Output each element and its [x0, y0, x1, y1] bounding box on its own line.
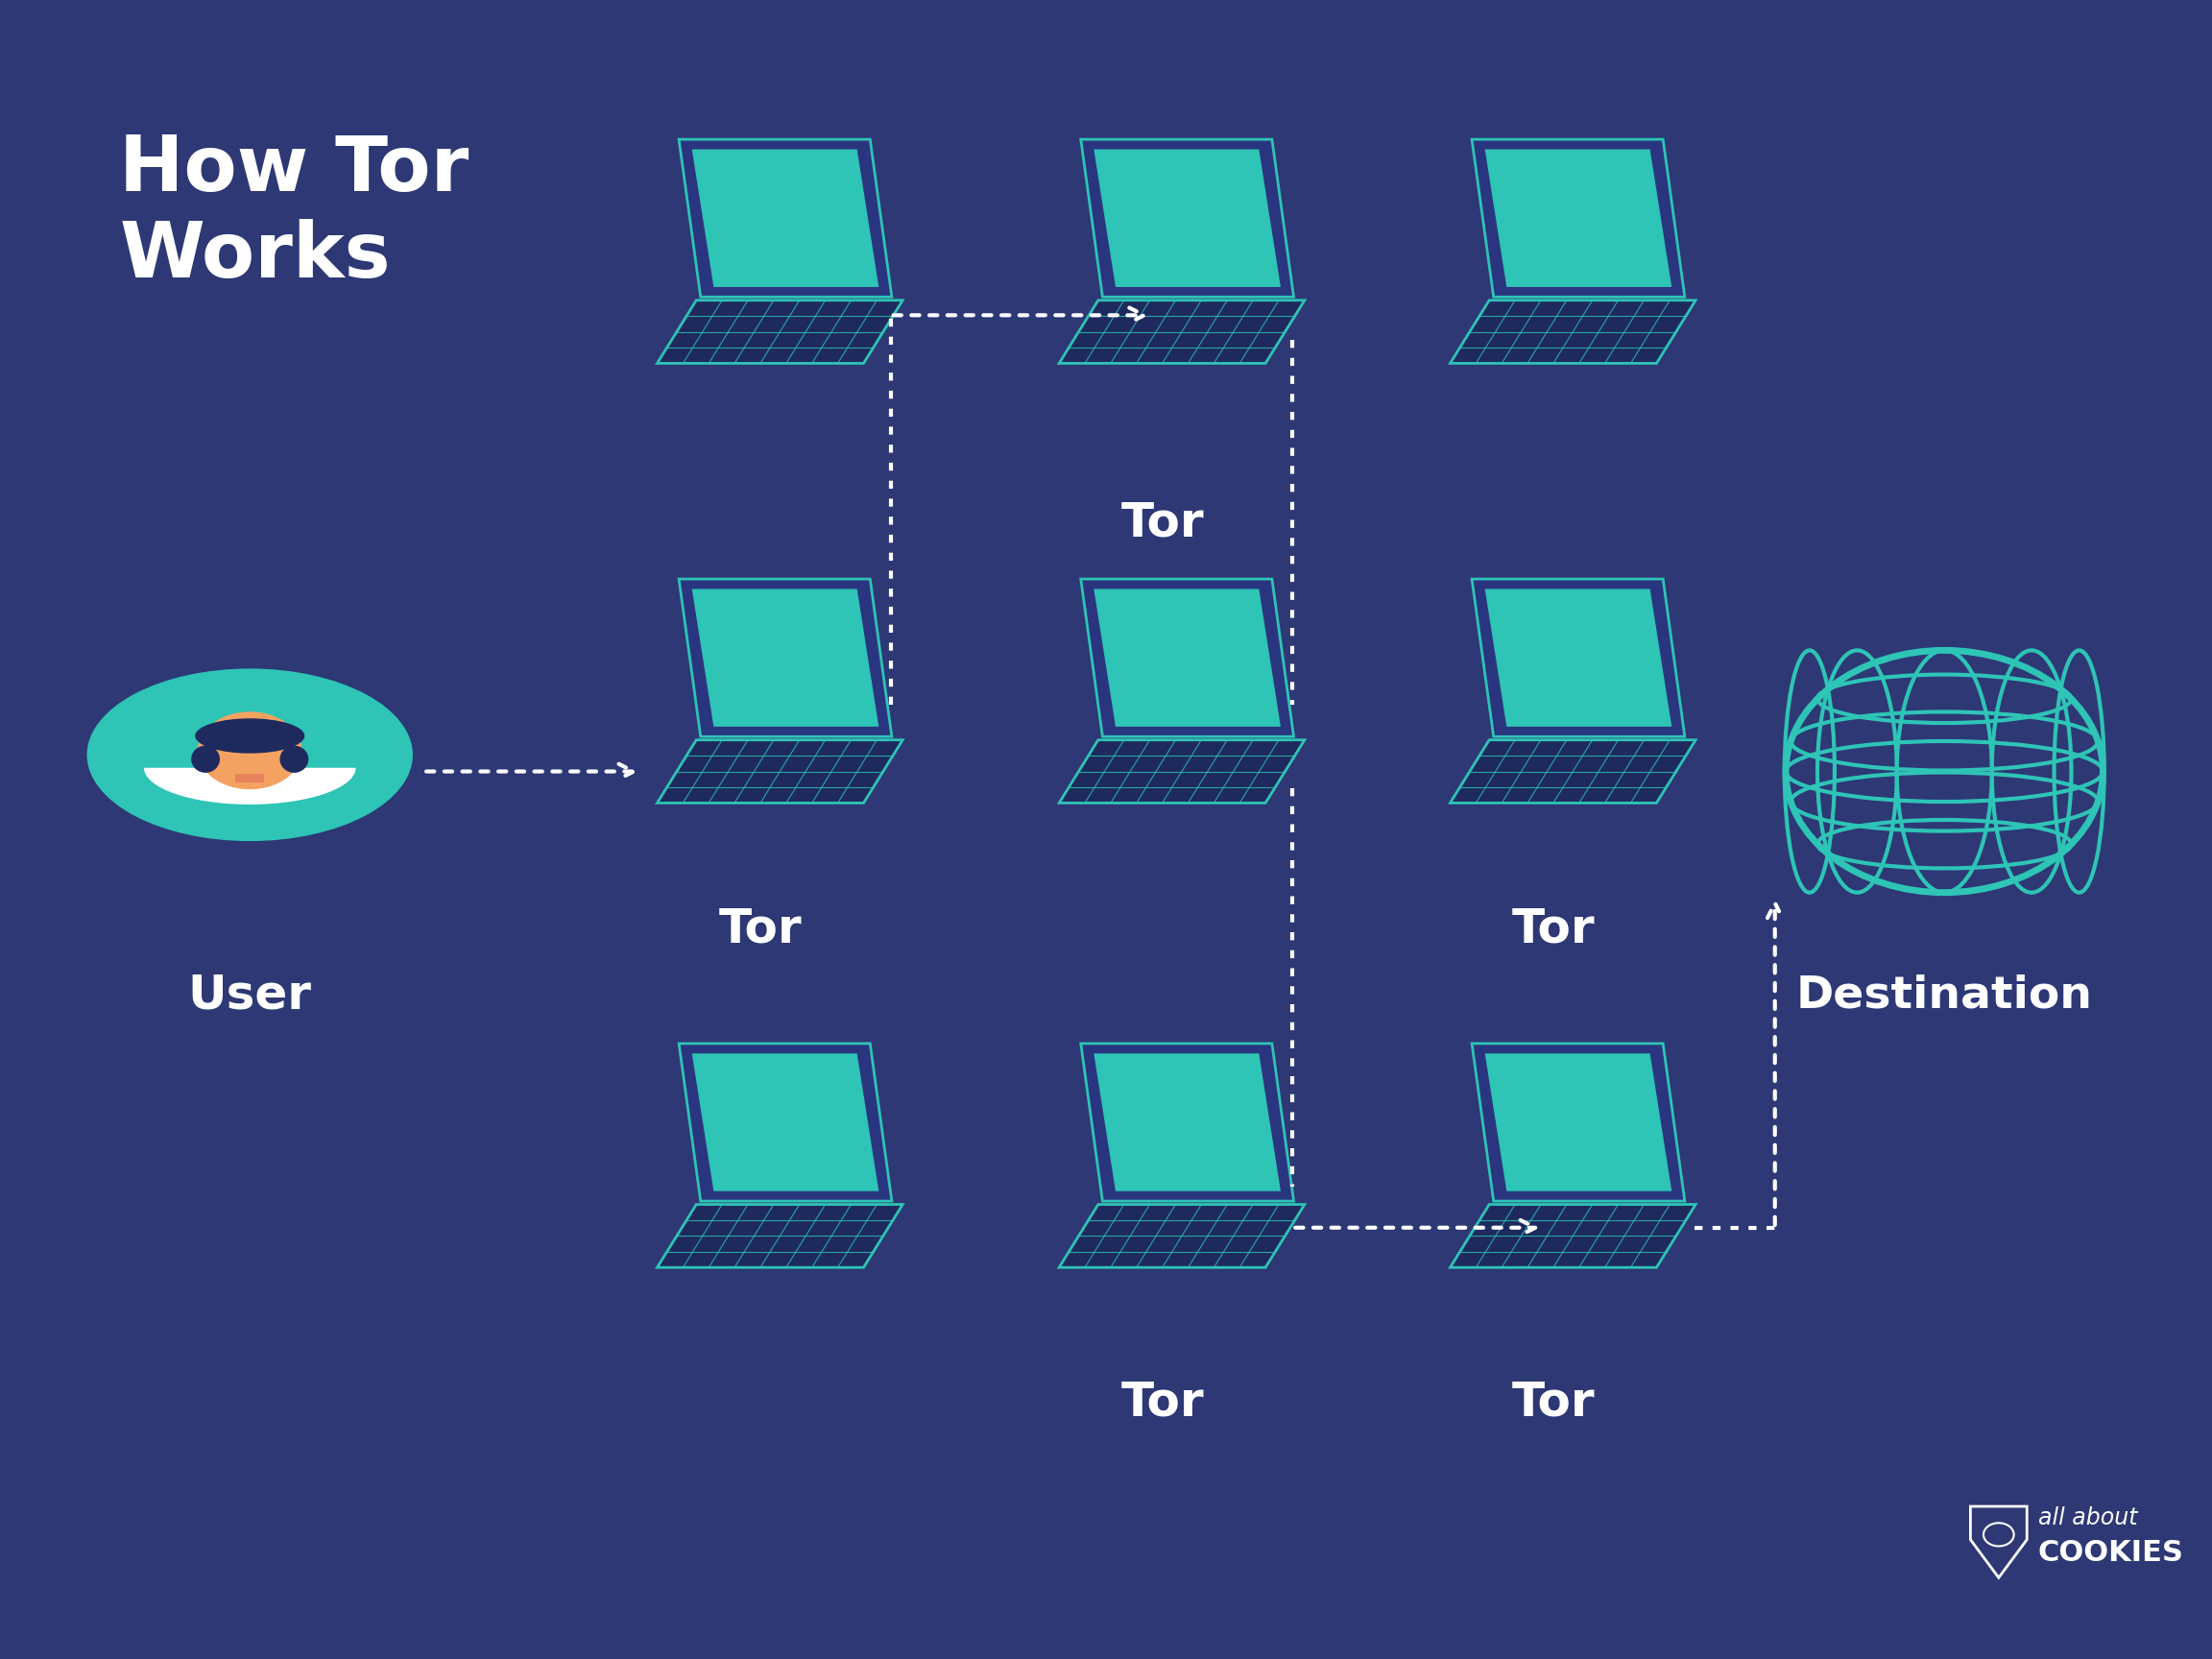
Ellipse shape	[197, 712, 303, 790]
Text: Tor: Tor	[1121, 1379, 1203, 1425]
Text: Tor: Tor	[1511, 1379, 1595, 1425]
Bar	[234, 773, 265, 783]
Ellipse shape	[279, 745, 307, 773]
Polygon shape	[1451, 740, 1697, 803]
Text: How Tor
Works: How Tor Works	[119, 133, 469, 294]
Text: User: User	[188, 972, 312, 1019]
Polygon shape	[657, 300, 902, 363]
Polygon shape	[1095, 1053, 1281, 1191]
Text: Tor: Tor	[719, 906, 803, 952]
Polygon shape	[1082, 579, 1294, 737]
Polygon shape	[1095, 149, 1281, 287]
Text: all about: all about	[2037, 1506, 2137, 1530]
Ellipse shape	[86, 669, 414, 841]
Polygon shape	[1060, 300, 1305, 363]
Polygon shape	[144, 768, 356, 805]
Polygon shape	[1060, 740, 1305, 803]
Polygon shape	[1471, 1044, 1686, 1201]
Polygon shape	[1471, 579, 1686, 737]
Ellipse shape	[190, 745, 219, 773]
Polygon shape	[1471, 139, 1686, 297]
Text: Destination: Destination	[1796, 974, 2093, 1017]
Polygon shape	[1082, 139, 1294, 297]
Polygon shape	[657, 1204, 902, 1267]
Polygon shape	[692, 1053, 878, 1191]
Polygon shape	[1451, 300, 1697, 363]
Polygon shape	[1484, 149, 1672, 287]
Polygon shape	[679, 579, 891, 737]
Polygon shape	[657, 740, 902, 803]
Polygon shape	[679, 139, 891, 297]
Ellipse shape	[195, 718, 305, 753]
Text: Tor: Tor	[1511, 906, 1595, 952]
Polygon shape	[692, 149, 878, 287]
Polygon shape	[1060, 1204, 1305, 1267]
Text: Tor: Tor	[1121, 499, 1203, 546]
Polygon shape	[1082, 1044, 1294, 1201]
Polygon shape	[692, 589, 878, 727]
Polygon shape	[1095, 589, 1281, 727]
Text: COOKIES: COOKIES	[2037, 1540, 2183, 1566]
Polygon shape	[1451, 1204, 1697, 1267]
FancyBboxPatch shape	[232, 753, 268, 778]
Polygon shape	[1484, 1053, 1672, 1191]
Polygon shape	[1484, 589, 1672, 727]
Polygon shape	[679, 1044, 891, 1201]
